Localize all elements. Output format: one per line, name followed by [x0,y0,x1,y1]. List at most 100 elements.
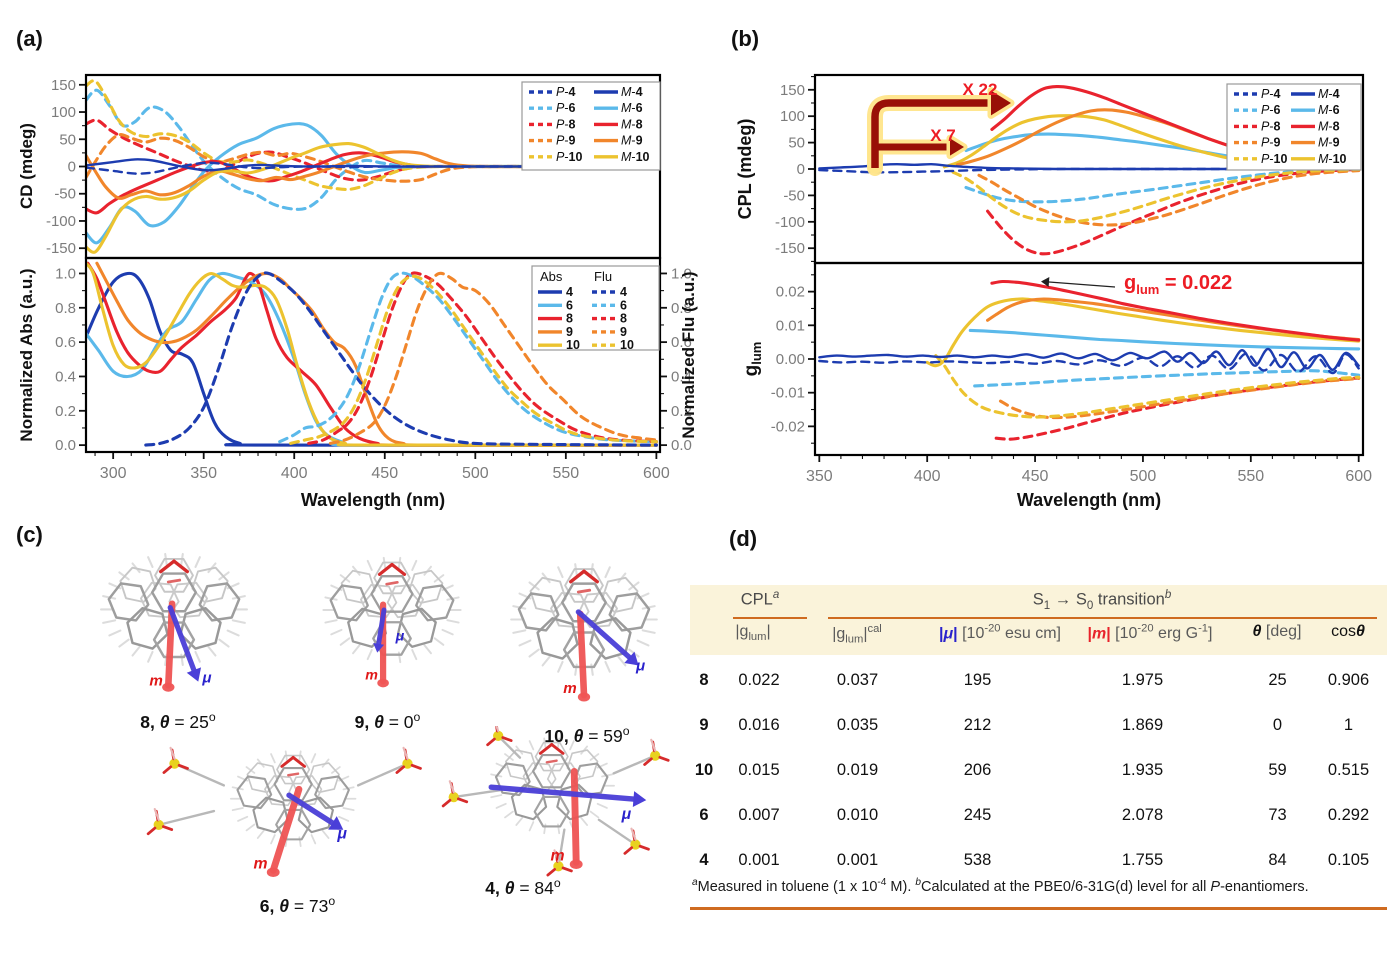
svg-text:9: 9 [620,325,627,339]
series-P-6 [87,88,658,211]
table-cell: 59 [1268,761,1287,779]
table-cell: 1.975 [1121,671,1164,689]
svg-text:4: 4 [566,285,573,299]
oxygen-bridge [280,755,306,777]
table-cell: 0.906 [1327,671,1370,689]
svg-text:P-8: P-8 [556,117,576,131]
oxygen-bridge [538,743,565,764]
y-tick-label: 0.2 [55,403,76,420]
electric-dipole-arrow [488,784,647,808]
y-tick-label: 100 [780,108,805,125]
y-tick-label: 100 [51,104,76,121]
axis-title: Normalized Flu (a.u.) [679,271,698,438]
svg-text:M-6: M-6 [621,101,643,115]
series-M-6 [968,328,1361,351]
x-tick-label: 400 [281,465,308,482]
y-tick-label: -100 [46,213,76,230]
table-bottom-rule [690,907,1387,910]
m-vector-label: m [149,672,162,689]
svg-text:P-9: P-9 [1261,136,1281,150]
column-header-col-theta: θ [deg] [1252,623,1302,640]
table-body: 8 0.022 0.037 195 1.975 25 0.906 9 0.016 0.035 212… [690,658,1387,883]
legend-header-abs: Abs [540,269,563,284]
structure-caption-9: 9, θ = 0o [354,710,421,732]
table-cell: 0.019 [836,761,879,779]
table-cell: 0.515 [1327,761,1370,779]
x-tick-label: 600 [1345,468,1372,485]
series-group [87,261,658,447]
triflate-group [486,726,522,759]
carbon-skeleton-back [119,558,229,619]
column-header-col-mu: |μ| [10-20 esu cm] [939,623,1061,643]
mu-vector-label: μ [201,669,211,686]
legend-header-flu: Flu [594,269,612,284]
series-group [818,279,1361,441]
table-cell: 195 [963,671,992,689]
plot-frame [84,256,662,454]
molecule-structure-9: mμ [322,556,462,688]
y-tick-label: 0.01 [776,317,805,334]
svg-text:M-10: M-10 [1318,152,1347,166]
x-tick-label: 600 [643,465,670,482]
y-tick-label-right: 0.2 [671,403,692,420]
series-P-8 [994,376,1361,441]
triflate-group [597,818,650,855]
table-cell: 0.035 [836,716,879,734]
y-tick-label: -150 [775,240,805,257]
svg-text:P-10: P-10 [1261,152,1287,166]
series-Flu-10 [289,274,658,445]
series-Flu-4 [144,271,658,447]
cpl-x7-annotation: X 7 [930,126,956,145]
y-tick-label: -0.01 [771,385,805,402]
magnetic-dipole-arrow [576,610,591,702]
x-tick-label: 500 [1130,468,1157,485]
triflate-group [356,746,422,787]
cpl-x22-annotation: X 22 [962,80,998,99]
table-cell: 73 [1268,806,1287,824]
m-vector-label: m [365,667,378,683]
svg-text:8: 8 [566,312,573,326]
oxygen-bridge [569,569,599,594]
series-Abs-8 [87,261,658,447]
svg-text:P-6: P-6 [1261,103,1281,117]
svg-text:6: 6 [620,298,627,312]
y-tick-label: 0.8 [55,300,76,317]
svg-text:6: 6 [566,298,573,312]
magnetic-dipole-arrow [569,767,583,869]
y-tick-label-right: 0.0 [671,437,692,454]
svg-text:P-10: P-10 [556,150,582,164]
table-cell: 0.007 [738,806,780,824]
electric-dipole-arrow [167,604,202,682]
panel-b-label: (b) [731,26,760,51]
y-tick-label: -150 [46,240,76,257]
y-tick-label: 150 [51,77,76,94]
axis-ticks: 150 100 50 0 -50 -100 -150 [775,76,815,262]
glum-symbol: g [1124,272,1137,294]
y-tick-label: 0.02 [776,284,805,301]
series-P-9 [977,169,1361,227]
m-vector-label: m [253,855,267,872]
table-cell: 0.001 [836,851,879,869]
axis-title: CD (mdeg) [17,123,36,209]
panel-d-label: (d) [729,526,758,551]
group-header-cpl: CPLa [740,589,780,609]
triflate-group [546,828,573,877]
series-M-8 [990,279,1361,342]
plot-glum: 0.02 0.01 0.00 -0.01 -0.02 350 400 450 500 550 600 [771,261,1372,485]
molecule-structure-6: mμ [146,746,422,877]
table-cell: 0.015 [738,761,780,779]
x-tick-label: 500 [462,465,489,482]
cpl-transition-table: CPLa S1 → S0 transitionb |glum| |glum|cal |μ… [690,585,1387,917]
y-tick-label: -100 [775,214,805,231]
table-cell: 1.755 [1121,851,1164,869]
table-cell: 1.869 [1121,716,1164,734]
svg-text:M-8: M-8 [1318,119,1340,133]
series-P-6 [964,167,1361,204]
series-Flu-9 [328,271,658,445]
carbon-skeleton-back [505,741,599,794]
